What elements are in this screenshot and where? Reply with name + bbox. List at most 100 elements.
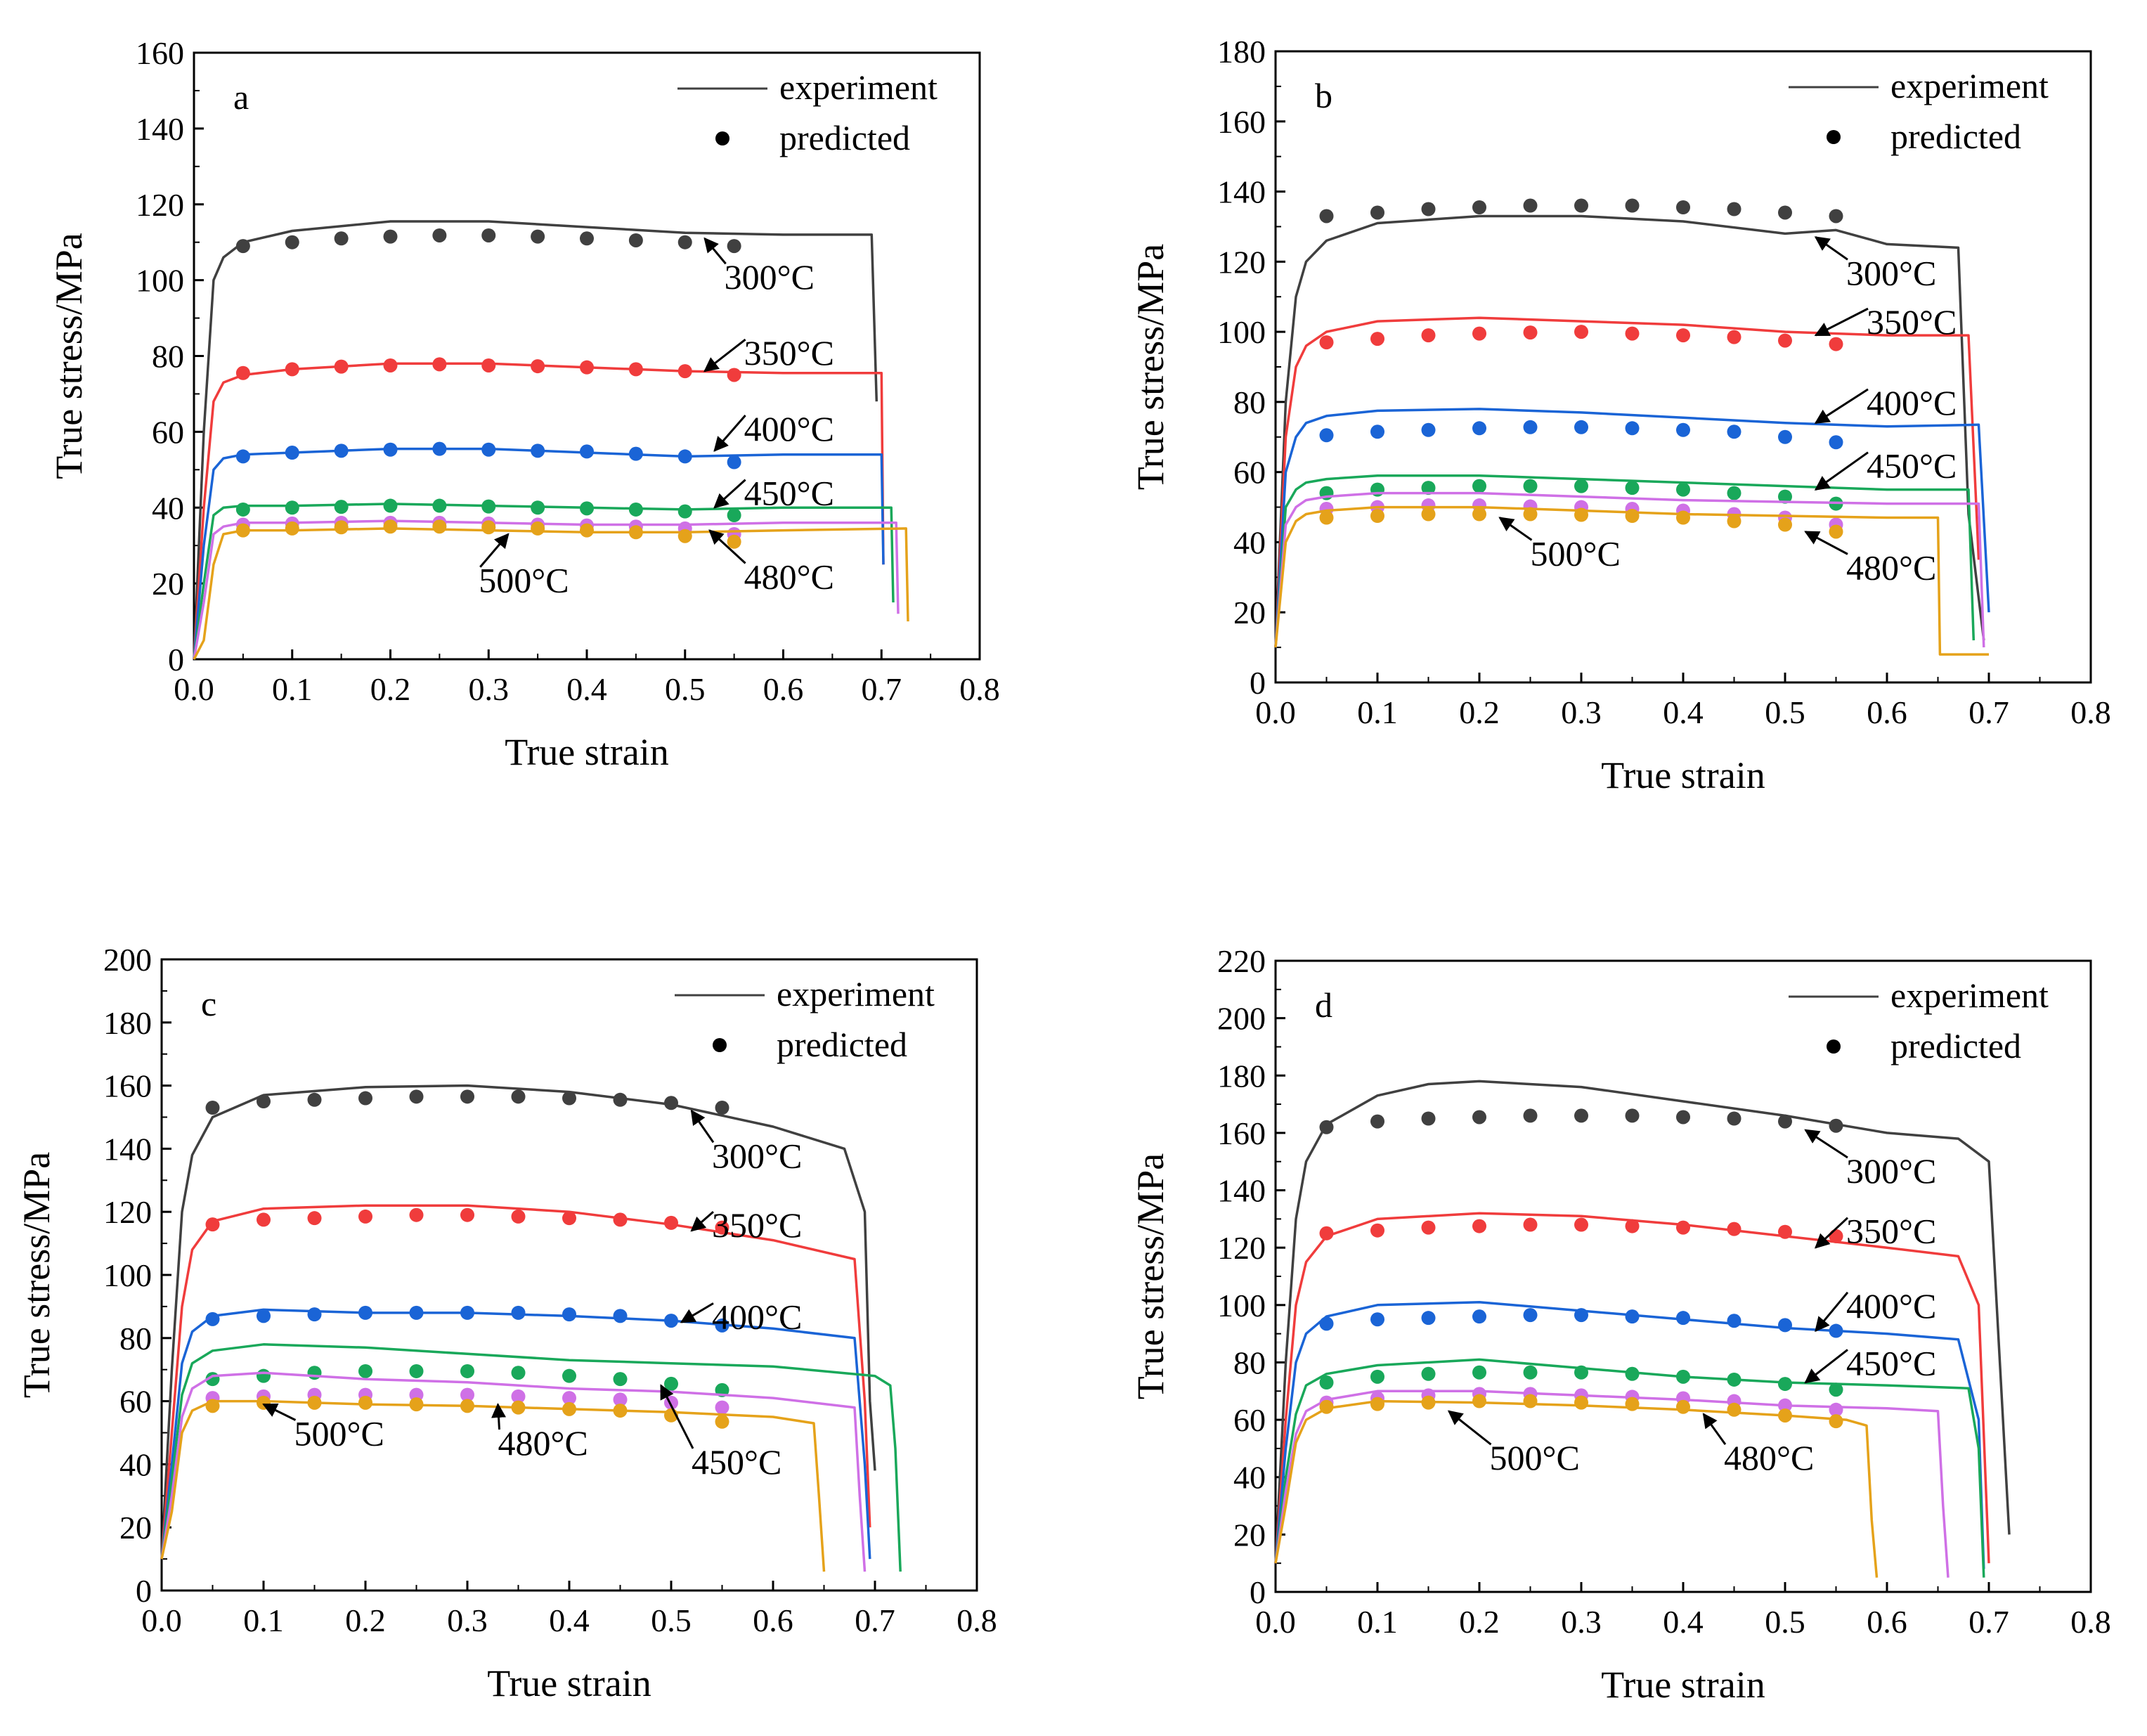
predicted-point-480C [511,1389,526,1404]
x-tick-label: 0.1 [272,671,313,707]
predicted-point-450C [1676,482,1690,497]
predicted-point-350C [1727,1222,1741,1236]
predicted-point-400C [1625,1309,1640,1324]
predicted-point-350C [1676,328,1690,343]
predicted-point-400C [1778,1318,1792,1333]
predicted-point-450C [1523,479,1538,493]
predicted-point-300C [1829,209,1843,224]
predicted-point-450C [307,1366,322,1380]
predicted-point-350C [481,358,496,373]
predicted-point-450C [1472,479,1486,493]
y-tick-label: 120 [136,187,184,223]
predicted-point-350C [715,1220,729,1235]
predicted-point-300C [677,235,692,250]
y-tick-label: 160 [103,1068,152,1104]
x-tick-label: 0.1 [243,1602,284,1638]
predicted-point-400C [1319,1316,1334,1331]
x-tick-label: 0.3 [1561,694,1602,730]
y-tick-label: 100 [1217,1288,1266,1323]
predicted-point-480C [1829,1402,1843,1417]
x-tick-label: 0.1 [1357,1604,1398,1640]
series-450C [1274,1358,1985,1578]
predicted-point-300C [1676,1110,1690,1125]
predicted-point-350C [1319,1226,1334,1241]
predicted-point-400C [358,1305,372,1320]
x-tick-label: 0.4 [566,671,607,707]
temperature-label: 300°C [725,257,815,297]
predicted-point-300C [715,1101,729,1115]
chart-panel-c: 0.0 0.1 0.2 0.3 0.4 0.5 0.6 0.7 0.8 0 20 40 60 80 100 1… [15,942,997,1704]
experiment-line-450C [160,1343,902,1572]
predicted-point-400C [1523,420,1538,434]
predicted-point-400C [334,443,349,458]
predicted-point-450C [1625,481,1640,495]
x-tick-label: 0.1 [1357,694,1398,730]
series-300C [1274,198,1985,648]
predicted-point-300C [580,231,594,246]
experiment-line-500C [1274,1399,1879,1578]
y-tick-label: 180 [1217,1058,1266,1094]
annotation-arrow [1814,451,1869,491]
x-tick-label: 0.7 [855,1602,895,1638]
predicted-point-350C [664,1215,678,1230]
predicted-point-350C [727,368,741,382]
temperature-label: 500°C [479,561,569,600]
temperature-label: 480°C [1846,548,1936,587]
predicted-point-450C [1472,1365,1486,1380]
predicted-point-500C [613,1404,628,1418]
y-tick-label: 0 [1250,1574,1266,1610]
predicted-point-400C [1829,435,1843,450]
predicted-point-500C [727,534,741,549]
predicted-point-350C [1625,326,1640,341]
annotation-arrow [1814,307,1869,337]
predicted-point-400C [1727,425,1741,439]
x-tick-label: 0.2 [345,1602,386,1638]
predicted-point-450C [358,1363,372,1378]
y-tick-label: 140 [1217,1173,1266,1209]
predicted-point-450C [1829,1382,1843,1397]
predicted-point-350C [1472,1219,1486,1233]
predicted-point-400C [1778,429,1792,444]
predicted-point-300C [1574,1108,1588,1123]
y-tick-label: 20 [119,1510,152,1546]
x-tick-label: 0.8 [956,1602,997,1638]
predicted-point-400C [432,441,447,456]
predicted-point-350C [307,1211,322,1226]
predicted-point-450C [1574,479,1588,493]
x-tick-label: 0.7 [1968,694,2009,730]
temperature-label: 500°C [294,1414,384,1453]
series-350C [1274,316,1980,648]
predicted-point-450C [235,502,250,517]
predicted-point-450C [1421,1366,1436,1381]
predicted-point-350C [531,359,545,374]
predicted-point-350C [1370,332,1384,346]
predicted-point-400C [409,1305,424,1320]
predicted-point-450C [460,1363,474,1378]
predicted-point-400C [1421,1311,1436,1326]
predicted-point-300C [1472,1110,1486,1125]
predicted-point-400C [307,1307,322,1322]
predicted-point-450C [1319,1375,1334,1390]
temperature-label: 450°C [1846,1343,1936,1382]
predicted-point-450C [1778,1377,1792,1392]
temperature-label: 400°C [712,1297,802,1336]
experiment-line-350C [1274,316,1980,648]
series-300C [160,1084,876,1560]
annotation-arrow [1814,236,1848,261]
annotation-arrow [660,1384,694,1449]
predicted-point-450C [511,1366,526,1380]
predicted-point-450C [334,500,349,514]
predicted-point-350C [1421,1220,1436,1235]
temperature-label: 350°C [712,1205,802,1245]
x-tick-label: 0.2 [370,671,411,707]
predicted-point-350C [1778,333,1792,348]
x-tick-label: 0.6 [1867,694,1907,730]
predicted-point-400C [531,443,545,458]
series-450C [1274,474,1976,648]
panel-letter: a [233,77,249,117]
series-500C [1274,505,1989,656]
series-480C [1274,1387,1950,1578]
series-300C [193,220,878,660]
x-tick-label: 0.8 [2070,1604,2111,1640]
legend-predicted-marker [1827,1039,1841,1054]
